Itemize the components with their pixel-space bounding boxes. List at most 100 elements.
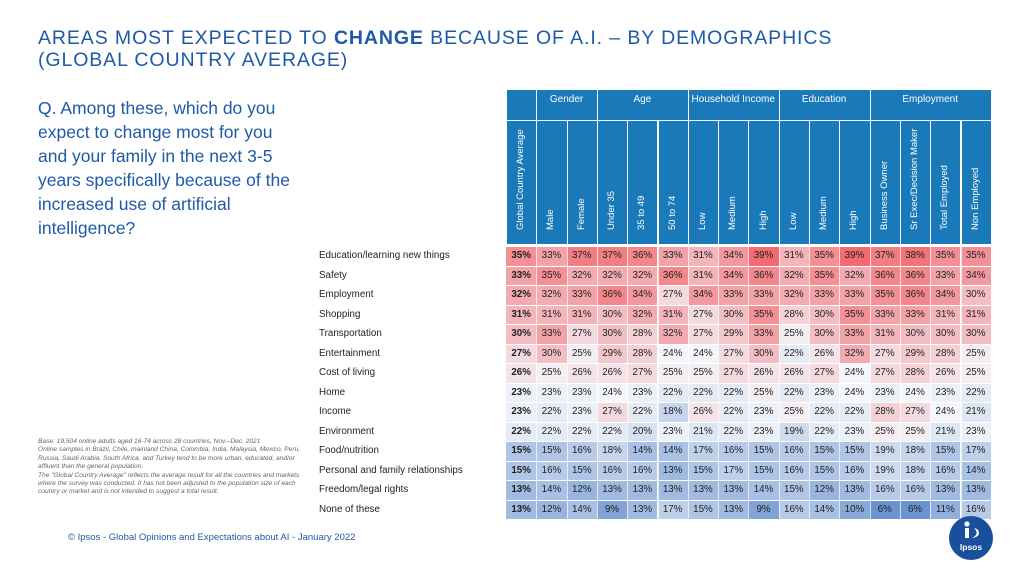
row-label: Education/learning new things	[319, 250, 450, 261]
column-header: 35 to 49	[627, 120, 658, 244]
data-cell: 18%	[899, 460, 931, 480]
column-header-label: Low	[787, 212, 799, 230]
data-cell: 17%	[687, 441, 719, 461]
data-cell: 22%	[960, 382, 991, 402]
data-cell: 20%	[627, 421, 658, 441]
base-note-line: Base: 19,504 online adults aged 16-74 ac…	[38, 438, 261, 445]
group-divider	[596, 90, 598, 120]
data-cell: 36%	[869, 265, 900, 285]
column-header: Global Country Average	[506, 120, 537, 244]
data-cell: 13%	[930, 480, 961, 500]
data-cell: 31%	[687, 246, 719, 266]
group-divider	[506, 90, 507, 120]
data-cell: 22%	[778, 382, 809, 402]
data-cell: 26%	[748, 363, 779, 383]
column-header: Low	[778, 120, 809, 244]
data-cell: 25%	[748, 382, 779, 402]
data-cell: 14%	[809, 499, 840, 519]
data-cell: 12%	[809, 480, 840, 500]
row-label: Shopping	[319, 308, 361, 320]
row-label: Personal and family relationships	[319, 464, 463, 476]
data-cell: 16%	[627, 460, 658, 480]
data-cell: 19%	[778, 421, 809, 441]
data-cell: 14%	[536, 480, 567, 500]
data-cell: 13%	[718, 480, 749, 500]
data-cell: 16%	[566, 441, 597, 461]
data-cell: 24%	[657, 343, 688, 363]
group-header: Age	[596, 90, 688, 120]
data-cell: 14%	[748, 480, 779, 500]
data-cell: 14%	[627, 441, 658, 461]
data-cell: 14%	[566, 499, 597, 519]
data-cell: 23%	[809, 382, 840, 402]
data-cell: 25%	[687, 363, 719, 383]
data-cell: 13%	[627, 480, 658, 500]
data-cell: 32%	[778, 285, 809, 305]
column-divider	[778, 246, 780, 519]
data-cell: 24%	[930, 402, 961, 422]
data-cell: 31%	[506, 304, 537, 324]
data-cell: 32%	[506, 285, 537, 305]
data-cell: 33%	[506, 265, 537, 285]
data-cell: 25%	[657, 363, 688, 383]
header-divider	[778, 120, 780, 244]
data-cell: 16%	[960, 499, 991, 519]
data-cell: 24%	[899, 382, 931, 402]
column-header: Sr Exec/Decision Maker	[899, 120, 931, 244]
group-divider	[869, 90, 871, 120]
data-cell: 32%	[627, 265, 658, 285]
column-divider	[809, 246, 810, 519]
data-cell: 36%	[748, 265, 779, 285]
data-cell: 13%	[687, 480, 719, 500]
column-divider	[627, 246, 629, 519]
data-cell: 24%	[839, 382, 870, 402]
data-cell: 13%	[960, 480, 991, 500]
column-header: Low	[687, 120, 719, 244]
header-divider	[657, 120, 659, 244]
title-prefix: AREAS MOST EXPECTED TO	[38, 27, 334, 49]
data-cell: 33%	[899, 304, 931, 324]
column-header-label: 35 to 49	[636, 195, 648, 230]
data-cell: 16%	[778, 499, 809, 519]
data-cell: 16%	[596, 460, 628, 480]
page-title: AREAS MOST EXPECTED TO CHANGE BECAUSE OF…	[38, 27, 998, 71]
column-divider	[657, 246, 659, 519]
data-cell: 33%	[809, 285, 840, 305]
data-cell: 27%	[869, 363, 900, 383]
header-divider	[536, 120, 538, 244]
data-cell: 26%	[687, 402, 719, 422]
column-divider	[596, 246, 598, 519]
data-cell: 22%	[718, 382, 749, 402]
column-divider	[869, 246, 871, 519]
data-cell: 23%	[566, 402, 597, 422]
data-cell: 38%	[899, 246, 931, 266]
data-cell: 25%	[960, 363, 991, 383]
header-divider	[627, 120, 629, 244]
data-cell: 6%	[869, 499, 900, 519]
data-cell: 25%	[899, 421, 931, 441]
header-divider	[687, 120, 689, 244]
data-cell: 35%	[506, 246, 537, 266]
data-cell: 24%	[839, 363, 870, 383]
data-cell: 34%	[718, 265, 749, 285]
header-divider	[506, 120, 991, 121]
data-cell: 26%	[596, 363, 628, 383]
data-cell: 15%	[748, 441, 779, 461]
column-header: Under 35	[596, 120, 628, 244]
data-cell: 26%	[809, 343, 840, 363]
data-cell: 26%	[506, 363, 537, 383]
data-cell: 33%	[869, 304, 900, 324]
data-cell: 13%	[839, 480, 870, 500]
data-cell: 32%	[627, 304, 658, 324]
data-cell: 34%	[687, 285, 719, 305]
header-divider	[718, 120, 720, 244]
data-cell: 30%	[930, 324, 961, 344]
data-cell: 35%	[839, 304, 870, 324]
data-cell: 37%	[869, 246, 900, 266]
data-cell: 36%	[899, 285, 931, 305]
data-cell: 32%	[657, 324, 688, 344]
data-cell: 16%	[718, 441, 749, 461]
column-header-label: Business Owner	[878, 160, 890, 230]
data-cell: 22%	[566, 421, 597, 441]
group-divider	[536, 90, 538, 120]
